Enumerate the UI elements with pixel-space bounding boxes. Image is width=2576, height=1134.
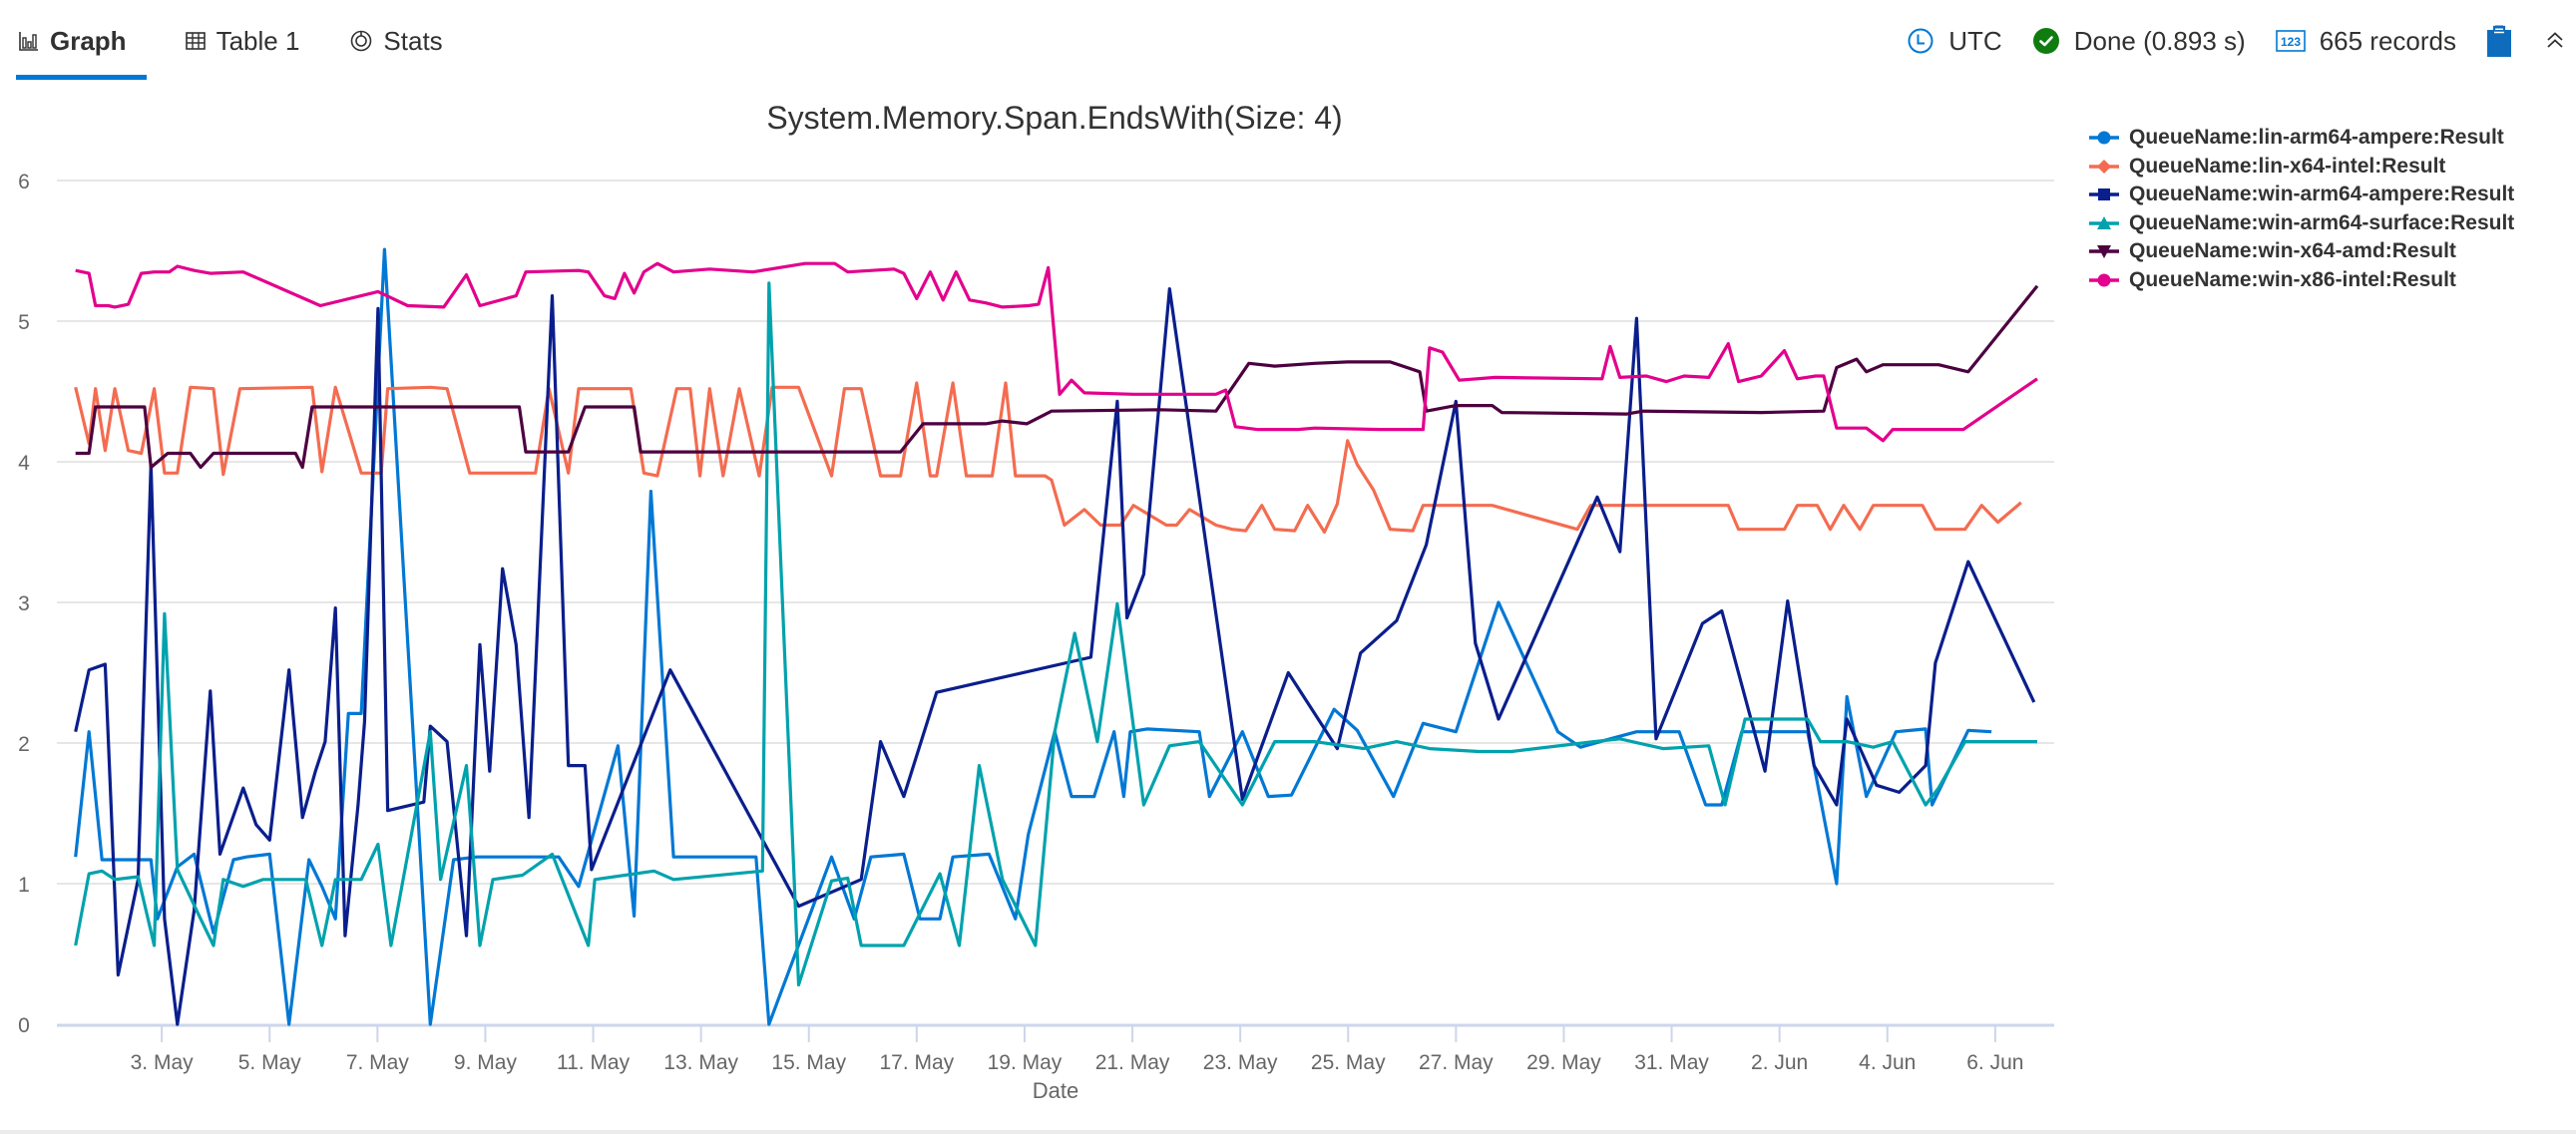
legend-item[interactable]: QueueName:win-x86-intel:Result: [2089, 266, 2514, 295]
circle-marker-icon: [2089, 273, 2119, 287]
tab-stats[interactable]: Stats: [335, 0, 456, 82]
legend-label: QueueName:lin-arm64-ampere:Result: [2129, 126, 2504, 150]
double-chevron-up-icon: [2547, 32, 2563, 48]
x-tick-label: 19. May: [988, 1051, 1063, 1074]
record-count: 123 665 records: [2275, 25, 2456, 57]
x-tick-label: 2. Jun: [1751, 1051, 1808, 1074]
tab-graph[interactable]: Graph: [2, 0, 149, 82]
query-state: Done (0.893 s): [2032, 26, 2246, 57]
x-tick-label: 6. Jun: [1966, 1051, 2023, 1074]
legend-item[interactable]: QueueName:win-x64-amd:Result: [2089, 237, 2514, 266]
copy-button[interactable]: [2486, 24, 2512, 58]
chart-title: System.Memory.Span.EndsWith(Size: 4): [766, 100, 1343, 136]
y-tick-label: 1: [18, 874, 30, 897]
series-line-4[interactable]: [75, 284, 2039, 470]
x-tick-label: 23. May: [1203, 1051, 1278, 1074]
x-axis: 3. May 5. May 7. May 9. May 11. May 13. May 15…: [57, 1023, 2054, 1074]
legend-item[interactable]: QueueName:win-arm64-surface:Result: [2089, 209, 2514, 238]
y-tick-label: 4: [18, 452, 30, 475]
series-line-2[interactable]: [74, 287, 2036, 1026]
series-line-0[interactable]: [74, 247, 1992, 1026]
x-tick-label: 31. May: [1634, 1051, 1709, 1074]
series-line-3[interactable]: [74, 281, 2037, 987]
square-marker-icon: [2089, 189, 2119, 201]
legend-label: QueueName:win-arm64-surface:Result: [2129, 210, 2515, 234]
y-tick-label: 6: [18, 171, 30, 193]
circle-marker-icon: [2089, 131, 2119, 145]
triangle-down-marker-icon: [2089, 245, 2119, 259]
series-line-1[interactable]: [74, 381, 2022, 535]
legend-label: QueueName:win-x64-amd:Result: [2129, 239, 2456, 263]
y-tick-label: 2: [18, 733, 30, 756]
series-lines: [74, 247, 2039, 1026]
number-badge-icon: 123: [2275, 30, 2306, 52]
y-tick-label: 5: [18, 311, 30, 334]
x-tick-label: 21. May: [1095, 1051, 1170, 1074]
series-line-5[interactable]: [75, 261, 2038, 443]
query-state-label: Done (0.893 s): [2073, 25, 2246, 56]
legend-item[interactable]: QueueName:win-arm64-ampere:Result: [2089, 181, 2514, 209]
x-tick-label: 13. May: [663, 1051, 738, 1074]
svg-text:123: 123: [2281, 35, 2301, 49]
y-tick-label: 3: [18, 592, 30, 615]
clock-icon: [1908, 28, 1933, 54]
collapse-button[interactable]: [2544, 30, 2566, 52]
x-tick-label: 15. May: [771, 1051, 846, 1074]
tab-table-1-label: Table 1: [215, 25, 300, 56]
legend-item[interactable]: QueueName:lin-arm64-ampere:Result: [2089, 124, 2514, 153]
line-chart-plot: 0 1 2 3 4 5 6 3. May 5. May 7. May 9. May 11. May 1…: [18, 171, 2054, 1103]
x-tick-label: 25. May: [1311, 1051, 1386, 1074]
timezone-selector[interactable]: UTC: [1907, 25, 2002, 57]
check-circle-icon: [2032, 28, 2059, 54]
x-tick-label: 3. May: [131, 1051, 195, 1074]
x-tick-label: 7. May: [346, 1051, 410, 1074]
result-tabs: Graph Table 1 Stats: [0, 0, 457, 82]
clipboard-icon: [2487, 25, 2511, 57]
tab-table-1[interactable]: Table 1: [171, 0, 314, 82]
y-tick-label: 0: [18, 1014, 30, 1037]
legend-label: QueueName:win-x86-intel:Result: [2129, 267, 2456, 291]
x-tick-label: 17. May: [879, 1051, 954, 1074]
legend-item[interactable]: QueueName:lin-x64-intel:Result: [2089, 153, 2514, 182]
donut-chart-icon: [351, 30, 372, 52]
y-axis: 0 1 2 3 4 5 6: [18, 171, 30, 1037]
x-tick-label: 29. May: [1526, 1051, 1601, 1074]
y-gridlines: [57, 180, 2054, 885]
diamond-marker-icon: [2089, 159, 2119, 174]
timezone-label: UTC: [1948, 25, 2002, 56]
x-tick-label: 9. May: [454, 1051, 518, 1074]
tab-graph-label: Graph: [50, 25, 127, 56]
x-tick-label: 27. May: [1419, 1051, 1494, 1074]
chart-legend: QueueName:lin-arm64-ampere:Result QueueNa…: [2089, 124, 2514, 294]
x-tick-label: 5. May: [238, 1051, 302, 1074]
x-tick-label: 11. May: [557, 1051, 631, 1074]
x-axis-title: Date: [1033, 1078, 1078, 1103]
legend-label: QueueName:lin-x64-intel:Result: [2129, 154, 2446, 178]
legend-label: QueueName:win-arm64-ampere:Result: [2129, 183, 2515, 206]
bar-chart-icon: [19, 32, 38, 51]
table-icon: [185, 32, 206, 50]
query-status-bar: UTC Done (0.893 s) 123 665 records: [1907, 0, 2576, 82]
triangle-marker-icon: [2089, 215, 2119, 229]
panel-bottom-border: [0, 1130, 2576, 1134]
x-tick-label: 4. Jun: [1859, 1051, 1916, 1074]
tab-stats-label: Stats: [383, 25, 443, 56]
record-count-label: 665 records: [2319, 25, 2456, 56]
